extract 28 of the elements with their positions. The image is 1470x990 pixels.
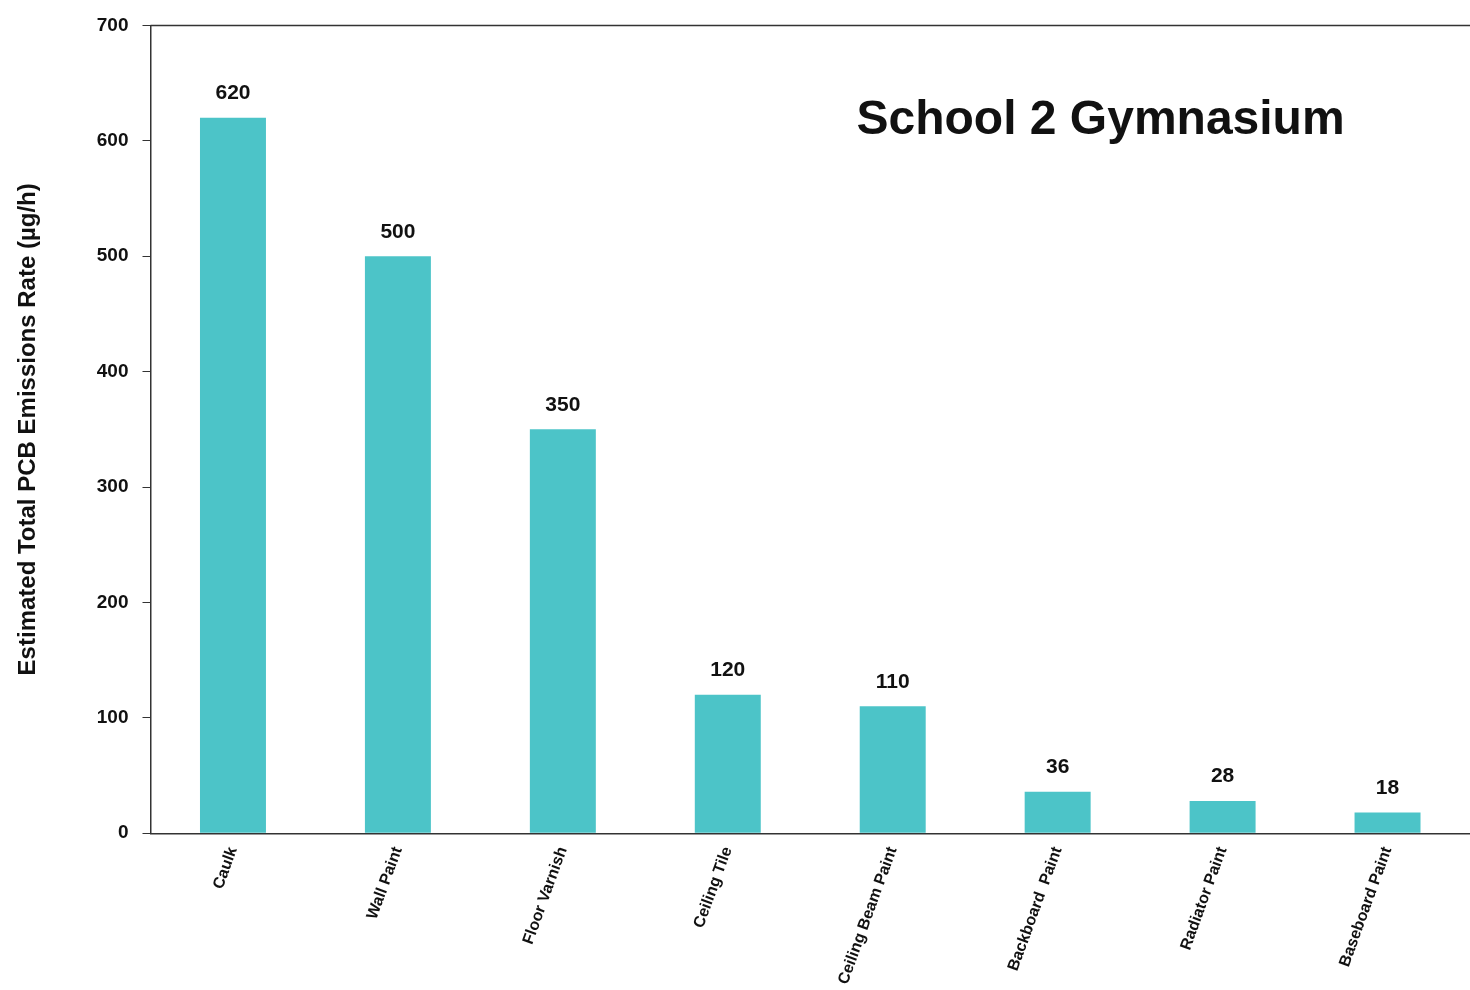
data-label: 110 xyxy=(875,668,910,692)
data-label: 120 xyxy=(710,657,746,681)
data-label: 620 xyxy=(215,80,251,104)
bar xyxy=(364,256,431,833)
bar xyxy=(1189,800,1256,833)
bar xyxy=(694,694,761,833)
data-label: 28 xyxy=(1210,763,1235,787)
y-tick-label: 700 xyxy=(96,13,129,35)
data-label: 36 xyxy=(1045,754,1070,777)
bar xyxy=(1354,812,1421,833)
y-axis-title: Estimated Total PCB Emissions Rate (µg/h) xyxy=(13,183,41,676)
y-tick-label: 0 xyxy=(117,821,129,843)
y-tick-label: 600 xyxy=(96,129,129,151)
bar xyxy=(859,706,926,833)
data-label: 18 xyxy=(1375,774,1400,798)
y-tick-label: 300 xyxy=(96,475,129,497)
y-tick-label: 500 xyxy=(96,244,129,266)
y-tick-label: 200 xyxy=(96,590,129,612)
text: School 2 Gymnasium xyxy=(856,90,1345,144)
y-tick-label: 100 xyxy=(96,706,129,728)
data-label: 350 xyxy=(545,391,581,415)
bar xyxy=(529,429,596,833)
x-tick-label: Caulk xyxy=(209,844,240,892)
x-tick-label: Wall Paint xyxy=(362,843,406,922)
y-tick-label: 400 xyxy=(96,359,129,381)
bar xyxy=(199,117,266,833)
data-label: 500 xyxy=(380,218,416,242)
bar xyxy=(1024,791,1091,833)
